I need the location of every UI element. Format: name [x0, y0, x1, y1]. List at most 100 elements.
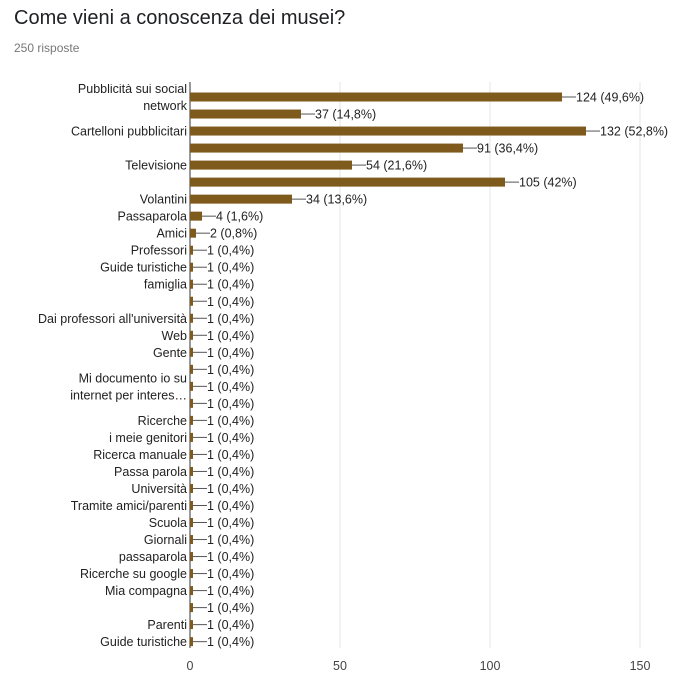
bar [190, 330, 193, 340]
value-label: 1 (0,4%) [207, 465, 254, 479]
category-label: Pubblicità sui social network [78, 82, 188, 113]
bar [190, 347, 193, 357]
bar [190, 466, 193, 476]
bar [190, 586, 193, 596]
bar [190, 535, 193, 545]
category-label: Televisione [125, 159, 187, 173]
category-label: Parenti [147, 618, 187, 632]
bar [190, 381, 193, 391]
category-label: famiglia [144, 278, 187, 292]
value-label: 1 (0,4%) [207, 312, 254, 326]
bar [190, 620, 193, 630]
value-label: 37 (14,8%) [315, 108, 376, 122]
bar [190, 483, 193, 493]
chart-title: Come vieni a conoscenza dei musei? [14, 7, 346, 29]
value-label: 124 (49,6%) [576, 91, 644, 105]
category-label: Web [162, 329, 188, 343]
category-label: Ricerca manuale [93, 448, 187, 462]
bar [190, 637, 193, 647]
category-label: Tramite amici/parenti [71, 499, 187, 513]
bar [190, 296, 193, 306]
bar [190, 245, 193, 255]
value-label: 34 (13,6%) [306, 193, 367, 207]
value-label: 1 (0,4%) [207, 584, 254, 598]
bar [190, 500, 193, 510]
value-label: 105 (42%) [519, 176, 577, 190]
value-label: 1 (0,4%) [207, 601, 254, 615]
x-tick-label: 150 [630, 659, 651, 673]
bar [190, 194, 292, 204]
bar [190, 109, 301, 119]
category-label: passaparola [119, 550, 187, 564]
value-label: 132 (52,8%) [600, 125, 668, 139]
x-tick-label: 100 [480, 659, 501, 673]
bar [190, 92, 562, 102]
bar [190, 415, 193, 425]
value-label: 1 (0,4%) [207, 380, 254, 394]
category-label: Volantini [140, 193, 187, 207]
value-labels: 124 (49,6%) 37 (14,8%) 132 (52,8%) 91 (36,4… [193, 91, 668, 649]
response-count: 250 risposte [14, 41, 80, 55]
value-label: 1 (0,4%) [207, 244, 254, 258]
category-label: Mi documento io su internet per interes… [70, 371, 187, 402]
value-label: 91 (36,4%) [477, 142, 538, 156]
category-label: Professori [131, 244, 187, 258]
x-tick-label: 0 [187, 659, 194, 673]
value-label: 1 (0,4%) [207, 346, 254, 360]
x-tick-label: 50 [333, 659, 347, 673]
bar [190, 262, 193, 272]
value-label: 1 (0,4%) [207, 431, 254, 445]
category-labels: Pubblicità sui social network Cartelloni p… [38, 82, 188, 649]
bar [190, 569, 193, 579]
bar [190, 279, 193, 289]
category-label: Giornali [144, 533, 187, 547]
bar [190, 364, 193, 374]
bar [190, 211, 202, 221]
bars [190, 92, 586, 647]
value-label: 1 (0,4%) [207, 448, 254, 462]
category-label: Passa parola [114, 465, 187, 479]
bar [190, 126, 586, 136]
bar [190, 228, 196, 238]
value-label: 1 (0,4%) [207, 533, 254, 547]
category-label: i meie genitori [109, 431, 187, 445]
value-label: 54 (21,6%) [366, 159, 427, 173]
bar [190, 603, 193, 613]
category-label: Passaparola [118, 210, 188, 224]
bar [190, 398, 193, 408]
category-label: Gente [153, 346, 187, 360]
value-label: 1 (0,4%) [207, 550, 254, 564]
category-label: Cartelloni pubblicitari [71, 125, 187, 139]
category-label: Scuola [149, 516, 187, 530]
category-label: Università [131, 482, 187, 496]
bar [190, 313, 193, 323]
value-label: 1 (0,4%) [207, 567, 254, 581]
value-label: 1 (0,4%) [207, 261, 254, 275]
value-label: 1 (0,4%) [207, 414, 254, 428]
value-label: 1 (0,4%) [207, 482, 254, 496]
value-label: 1 (0,4%) [207, 363, 254, 377]
category-label: Mia compagna [105, 584, 187, 598]
value-label: 1 (0,4%) [207, 516, 254, 530]
value-label: 1 (0,4%) [207, 499, 254, 513]
category-label: Ricerche su google [80, 567, 187, 581]
bar [190, 160, 352, 170]
bar [190, 449, 193, 459]
bar [190, 518, 193, 528]
value-label: 1 (0,4%) [207, 635, 254, 649]
value-label: 1 (0,4%) [207, 278, 254, 292]
value-label: 1 (0,4%) [207, 618, 254, 632]
value-label: 1 (0,4%) [207, 329, 254, 343]
bar [190, 143, 463, 153]
bar [190, 177, 505, 187]
category-label: Guide turistiche [100, 261, 187, 275]
category-label: Amici [156, 227, 187, 241]
grid-lines [189, 82, 641, 648]
value-label: 4 (1,6%) [216, 210, 263, 224]
bar [190, 552, 193, 562]
value-label: 1 (0,4%) [207, 397, 254, 411]
category-label: Dai professori all'università [38, 312, 187, 326]
category-label: Ricerche [138, 414, 187, 428]
bar [190, 432, 193, 442]
x-axis-ticks: 0 50 100 150 [187, 659, 651, 673]
